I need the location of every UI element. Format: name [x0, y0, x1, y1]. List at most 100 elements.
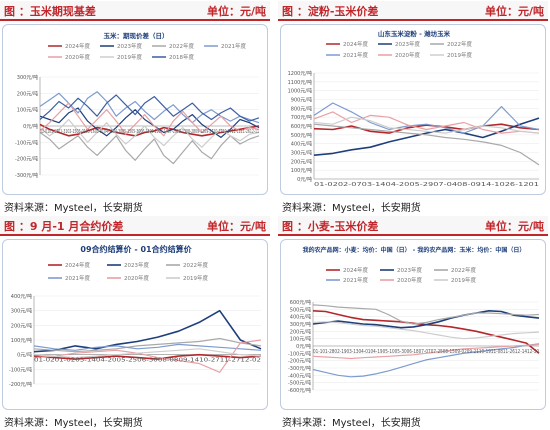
y-tick-label: 1100元/吨 — [288, 79, 312, 86]
chart-title: 09合约结算价 - 01合约结算价 — [80, 244, 192, 254]
y-tick-label: 100元/吨 — [290, 336, 311, 343]
y-tick-label: -100元/吨 — [9, 366, 32, 373]
y-tick-label: 1200元/吨 — [288, 70, 312, 77]
panel-title: 图 ：淀粉-玉米价差 — [282, 5, 379, 18]
y-tick-label: 700元/吨 — [291, 114, 312, 121]
y-tick-label: 800元/吨 — [291, 105, 312, 112]
y-tick-label: 500元/吨 — [290, 306, 311, 313]
y-tick-label: -500元/吨 — [288, 380, 311, 387]
x-tick-labels: 12-0101-1601-3102-1503-0103-1603-3104-15… — [40, 129, 259, 135]
y-tick-label: 100元/吨 — [17, 107, 38, 114]
y-tick-label: 600元/吨 — [290, 299, 311, 306]
y-tick-label: 1000元/吨 — [288, 88, 312, 95]
y-tick-label: 300元/吨 — [17, 74, 38, 81]
source-note: 资料来源：Mysteel，长安期货 — [282, 203, 421, 214]
x-tick-labels: 01-101-2802-1903-1304-0104-1905-1005-300… — [313, 349, 539, 355]
y-tick-label: 0元/吨 — [23, 123, 38, 130]
series-line — [33, 309, 262, 353]
panel-title: 图 ：玉米期现基差 — [4, 5, 96, 18]
y-tick-label: 400元/吨 — [290, 314, 311, 321]
chart-frame: 我的农产品网：小麦：均价：中国（日） - 我的农产品网：玉米：均价：中国（日） 2… — [280, 239, 546, 410]
series-line — [39, 107, 260, 139]
y-tick-label: 100元/吨 — [291, 167, 312, 174]
series-line — [312, 304, 540, 325]
y-tick-label: 200元/吨 — [290, 328, 311, 335]
chart-frame: 09合约结算价 - 01合约结算价 2024年度 2023年度 2022年度 2021年… — [2, 239, 268, 410]
legend-label: 2019年度 — [117, 53, 142, 61]
legend-label: 2023年度 — [397, 266, 422, 274]
y-tick-label: 400元/吨 — [291, 141, 312, 148]
legend-label: 2022年度 — [169, 42, 194, 50]
panel-header: 图 ：淀粉-玉米价差 单位：元/吨 — [278, 1, 548, 21]
chart-svg: 我的农产品网：小麦：均价：中国（日） - 我的农产品网：玉米：均价：中国（日） 2… — [288, 246, 540, 394]
series-line — [39, 132, 260, 165]
legend-label: 2024年度 — [343, 40, 368, 48]
panel-unit: 单位：元/吨 — [484, 5, 544, 18]
legend-label: 2022年度 — [183, 261, 208, 269]
series-line — [39, 102, 260, 137]
legend-label: 2023年度 — [117, 42, 142, 50]
x-tick-labels: 01-0202-0703-1404-2005-2907-0408-0914-10… — [314, 182, 539, 188]
y-tick-label: 300元/吨 — [290, 321, 311, 328]
y-tick-label: 200元/吨 — [11, 322, 32, 329]
source-note: 资料来源：Mysteel，长安期货 — [4, 418, 143, 429]
chart-svg: 山东玉米淀粉 - 潍坊玉米 2024年度 2023年度 2022年度 2021年度 202… — [288, 29, 540, 188]
legend-label: 2024年度 — [343, 266, 368, 274]
panel-sep-jan-spread: 图 ：9 月-1 月合约价差 单位：元/吨 09合约结算价 - 01合约结算价 2… — [0, 215, 270, 430]
series-line — [33, 337, 262, 353]
y-tick-label: 400元/吨 — [11, 293, 32, 300]
series-line — [313, 117, 540, 156]
y-tick-label: -100元/吨 — [15, 139, 38, 146]
legend-label: 2023年度 — [124, 261, 149, 269]
series-line — [39, 91, 260, 124]
y-tick-label: 300元/吨 — [291, 150, 312, 157]
chart-title: 山东玉米淀粉 - 潍坊玉米 — [378, 29, 451, 38]
series-line — [312, 343, 540, 378]
y-tick-label: -400元/吨 — [288, 372, 311, 379]
y-tick-label: -200元/吨 — [288, 358, 311, 365]
legend-label: 2019年度 — [451, 276, 476, 284]
series-line — [312, 343, 540, 360]
y-tick-label: 900元/吨 — [291, 97, 312, 104]
legend-label: 2022年度 — [451, 266, 476, 274]
panel-header: 图 ：小麦-玉米价差 单位：元/吨 — [278, 216, 548, 236]
series-line — [39, 118, 260, 148]
y-tick-label: 300元/吨 — [11, 308, 32, 315]
panel-unit: 单位：元/吨 — [206, 220, 266, 233]
source-note: 资料来源：Mysteel，长安期货 — [282, 418, 421, 429]
y-tick-label: 100元/吨 — [11, 337, 32, 344]
series-line — [33, 348, 262, 359]
source-note: 资料来源：Mysteel，长安期货 — [4, 203, 143, 214]
y-tick-label: 200元/吨 — [291, 158, 312, 165]
series-line — [312, 310, 540, 329]
panel-header: 图 ：玉米期现基差 单位：元/吨 — [0, 1, 270, 21]
y-tick-label: -600元/吨 — [288, 387, 311, 394]
panel-wheat-corn-spread: 图 ：小麦-玉米价差 单位：元/吨 我的农产品网：小麦：均价：中国（日） - 我… — [278, 215, 548, 430]
panel-unit: 单位：元/吨 — [484, 220, 544, 233]
legend-label: 2018年度 — [169, 53, 194, 61]
legend-label: 2024年度 — [65, 42, 90, 50]
y-tick-label: 600元/吨 — [291, 123, 312, 130]
legend-label: 2024年度 — [65, 261, 90, 269]
series-line — [313, 116, 540, 134]
series-line — [39, 94, 260, 122]
legend-label: 2023年度 — [395, 40, 420, 48]
legend-label: 2020年度 — [395, 51, 420, 59]
series-line — [33, 343, 262, 351]
panel-corn-basis: 图 ：玉米期现基差 单位：元/吨 玉米：期现价差（日） 2024年度 2023年度 2… — [0, 0, 270, 215]
y-tick-label: -200元/吨 — [9, 381, 32, 388]
x-tick-labels: 01-0201-0203-1404-2005-2506-3008-0809-14… — [34, 358, 261, 364]
series-line — [312, 321, 540, 340]
series-line — [33, 339, 262, 373]
series-line — [313, 102, 540, 134]
legend-label: 2021年度 — [65, 274, 90, 282]
series-line — [313, 123, 540, 166]
chart-svg: 09合约结算价 - 01合约结算价 2024年度 2023年度 2022年度 2021年… — [9, 244, 262, 388]
legend-label: 2019年度 — [183, 274, 208, 282]
legend-label: 2020年度 — [124, 274, 149, 282]
legend-label: 2020年度 — [65, 53, 90, 61]
y-tick-label: -300元/吨 — [288, 365, 311, 372]
series-line — [313, 111, 540, 134]
y-tick-label: -100元/吨 — [288, 350, 311, 357]
panel-title: 图 ：小麦-玉米价差 — [282, 220, 379, 233]
